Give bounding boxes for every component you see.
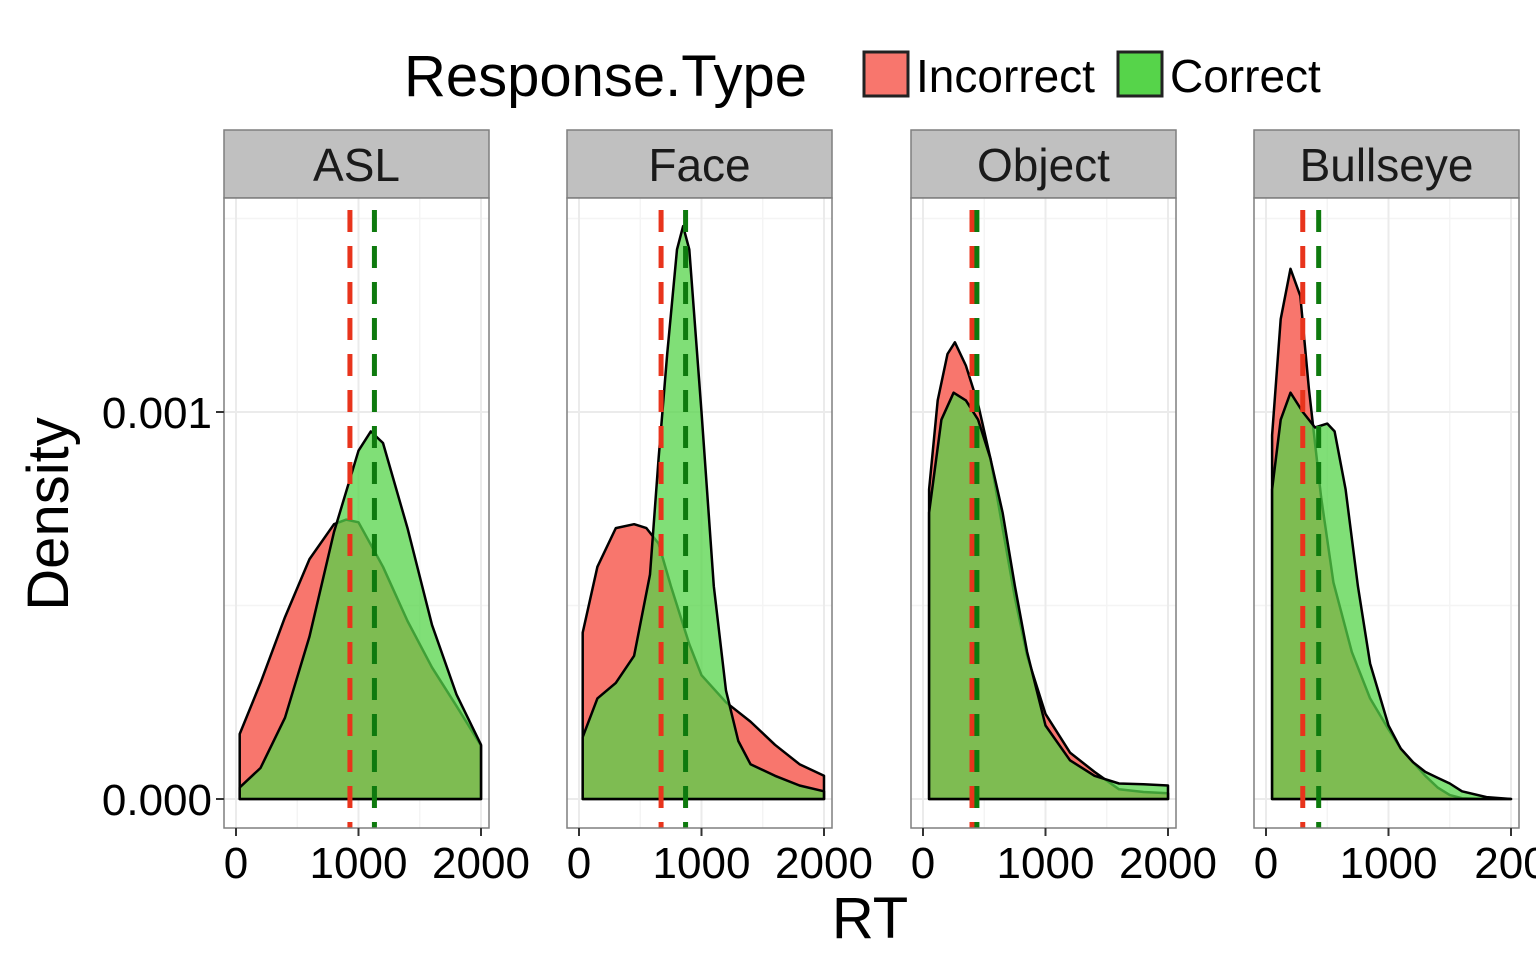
y-tick-label: 0.000	[102, 776, 212, 825]
strip-background	[910, 129, 1177, 199]
x-tick-label: 0	[567, 839, 591, 888]
x-tick-label: 0	[224, 839, 248, 888]
panel-border	[910, 197, 1177, 829]
panel-object: Object 0 1000 2000	[910, 129, 1217, 888]
legend-label-incorrect: Incorrect	[916, 50, 1095, 102]
density-correct	[927, 391, 1170, 801]
y-axis-label: Density	[16, 417, 81, 610]
strip-label: ASL	[313, 139, 400, 191]
x-tick-label: 0	[911, 839, 935, 888]
panel-border	[1253, 197, 1520, 829]
density-correct	[581, 224, 826, 801]
panel-face: Face 0 1000 2000	[566, 129, 873, 888]
legend-label-correct: Correct	[1170, 50, 1321, 102]
legend-key-incorrect	[862, 50, 910, 98]
y-axis: 0.000 0.001	[102, 389, 224, 825]
panel-border	[223, 197, 490, 829]
legend-key-correct	[1116, 50, 1164, 98]
x-tick-label: 1000	[1340, 839, 1438, 888]
x-tick-label: 2000	[775, 839, 873, 888]
strip-label: Bullseye	[1300, 139, 1474, 191]
x-tick-label: 1000	[653, 839, 751, 888]
x-tick-label: 2000	[432, 839, 530, 888]
strip-label: Face	[648, 139, 750, 191]
density-correct	[1270, 391, 1513, 801]
x-tick-label: 1000	[310, 839, 408, 888]
panel-asl: ASL 0 1000 2000	[223, 129, 530, 888]
x-axis-label: RT	[832, 886, 908, 951]
x-tick-label: 1000	[997, 839, 1095, 888]
strip-background	[1253, 129, 1520, 199]
legend: Response.Type Incorrect Correct	[404, 44, 1321, 109]
density-correct	[238, 430, 483, 801]
panel-border	[566, 197, 833, 829]
panel-bullseye: Bullseye 0 1000 200	[1253, 129, 1536, 888]
y-tick-label: 0.001	[102, 389, 212, 438]
legend-title: Response.Type	[404, 44, 807, 109]
x-tick-label: 200	[1474, 839, 1536, 888]
x-tick-label: 2000	[1119, 839, 1217, 888]
strip-background	[223, 129, 490, 199]
x-tick-label: 0	[1254, 839, 1278, 888]
strip-label: Object	[977, 139, 1110, 191]
